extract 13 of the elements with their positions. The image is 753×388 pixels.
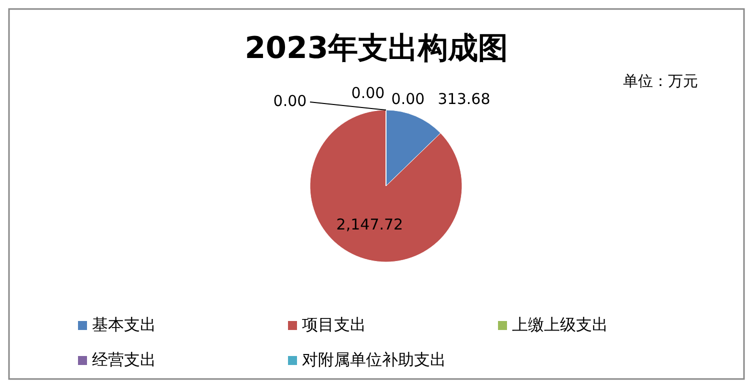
legend-label: 基本支出 [92,315,156,334]
legend-label: 经营支出 [92,350,156,369]
pie-slice [310,110,462,262]
chart-title: 2023年支出构成图 [244,31,508,66]
legend-label: 对附属单位补助支出 [302,350,446,369]
legend-label: 上缴上级支出 [512,315,608,334]
data-label: 2,147.72 [336,215,404,234]
text: 单位：万元 [623,72,698,90]
legend-label: 项目支出 [302,315,366,334]
text: 0.00 [391,90,425,108]
text: 0.00 [273,92,307,110]
data-label: 313.68 [438,90,490,108]
text: 0.00 [351,84,385,102]
